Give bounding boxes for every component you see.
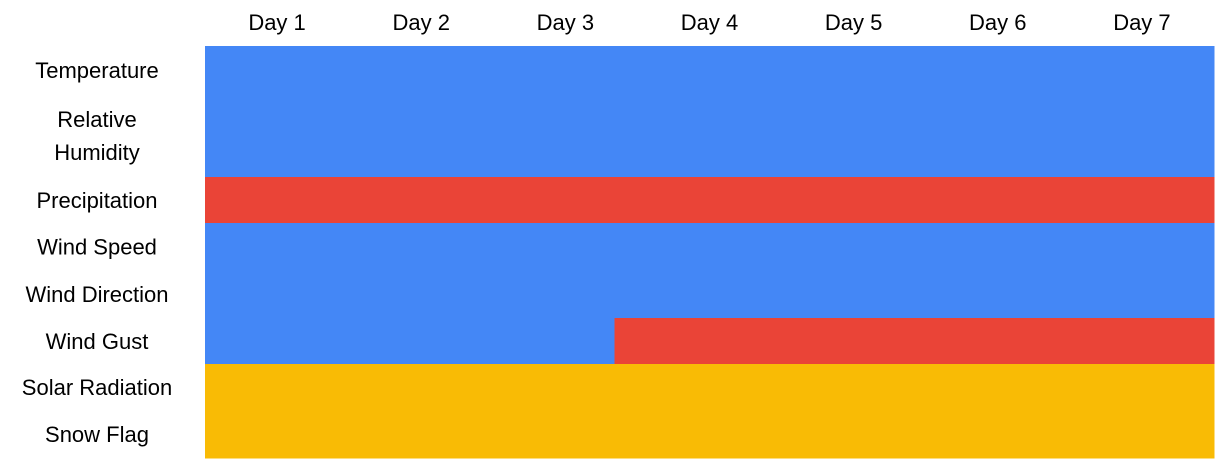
heatmap-cell [925,94,1071,178]
heatmap-cell [493,223,639,271]
heatmap-cell [925,364,1071,411]
heatmap-cell [349,270,494,319]
row-label: Temperature [35,58,159,83]
heatmap-cell [781,177,927,224]
heatmap-cell [781,223,927,271]
heatmap-cell [349,410,494,459]
heatmap-cell [349,364,494,411]
heatmap-cell [781,46,927,95]
heatmap-cell [637,223,783,271]
row-label: Humidity [54,140,140,165]
column-label: Day 4 [681,10,738,35]
heatmap-cell [781,364,927,411]
heatmap-cell [349,177,494,224]
heatmap-cell [205,318,350,365]
heatmap-cell [493,177,639,224]
heatmap-cell [637,270,783,319]
heatmap-cell [349,94,494,178]
heatmap-cell [637,410,783,459]
column-label: Day 1 [248,10,305,35]
column-label: Day 3 [537,10,594,35]
heatmap-cell [925,46,1071,95]
heatmap-cell [349,318,494,365]
heatmap-cell [493,318,615,365]
row-label: Solar Radiation [22,375,172,400]
row-label: Wind Direction [25,282,168,307]
column-label: Day 6 [969,10,1026,35]
heatmap-cell [205,223,350,271]
column-label: Day 5 [825,10,882,35]
heatmap-cell [493,270,639,319]
row-label: Wind Gust [46,329,149,354]
heatmap-cell [925,223,1071,271]
heatmap-cell [925,177,1071,224]
heatmap-cell [205,410,350,459]
heatmap-cell [1069,318,1215,365]
heatmap-cells [205,46,1215,459]
heatmap-cell [493,364,639,411]
heatmap-cell [349,223,494,271]
heatmap-cell [925,270,1071,319]
heatmap-cell [349,46,494,95]
column-label: Day 7 [1113,10,1170,35]
heatmap-cell [1069,46,1215,95]
heatmap-cell [205,46,350,95]
row-labels: Temperature Relative Humidity Precipitation… [22,58,172,447]
heatmap-cell [1069,94,1215,178]
heatmap-cell [781,318,927,365]
heatmap-cell [205,94,350,178]
row-label: Relative [57,107,136,132]
column-labels: Day 1 Day 2 Day 3 Day 4 Day 5 Day 6 Day 7 [248,10,1170,35]
heatmap-cell [1069,410,1215,459]
heatmap-cell [637,94,783,178]
heatmap-cell [205,364,350,411]
heatmap-cell [925,410,1071,459]
heatmap-cell [205,177,350,224]
column-label: Day 2 [392,10,449,35]
heatmap-cell [781,410,927,459]
heatmap-cell [493,94,639,178]
heatmap-cell [1069,364,1215,411]
heatmap-cell [1069,177,1215,224]
heatmap-cell [493,410,639,459]
heatmap-cell [205,270,350,319]
heatmap-cell [1069,270,1215,319]
heatmap-cell [781,94,927,178]
heatmap-cell [493,46,639,95]
row-label: Wind Speed [37,235,157,260]
heatmap-cell [637,177,783,224]
heatmap-cell [1069,223,1215,271]
heatmap-cell [637,46,783,95]
heatmap-cell [925,318,1071,365]
heatmap-cell [637,364,783,411]
row-label: Snow Flag [45,422,149,447]
heatmap-cell [781,270,927,319]
heatmap-cell [614,318,783,365]
row-label: Precipitation [36,188,157,213]
